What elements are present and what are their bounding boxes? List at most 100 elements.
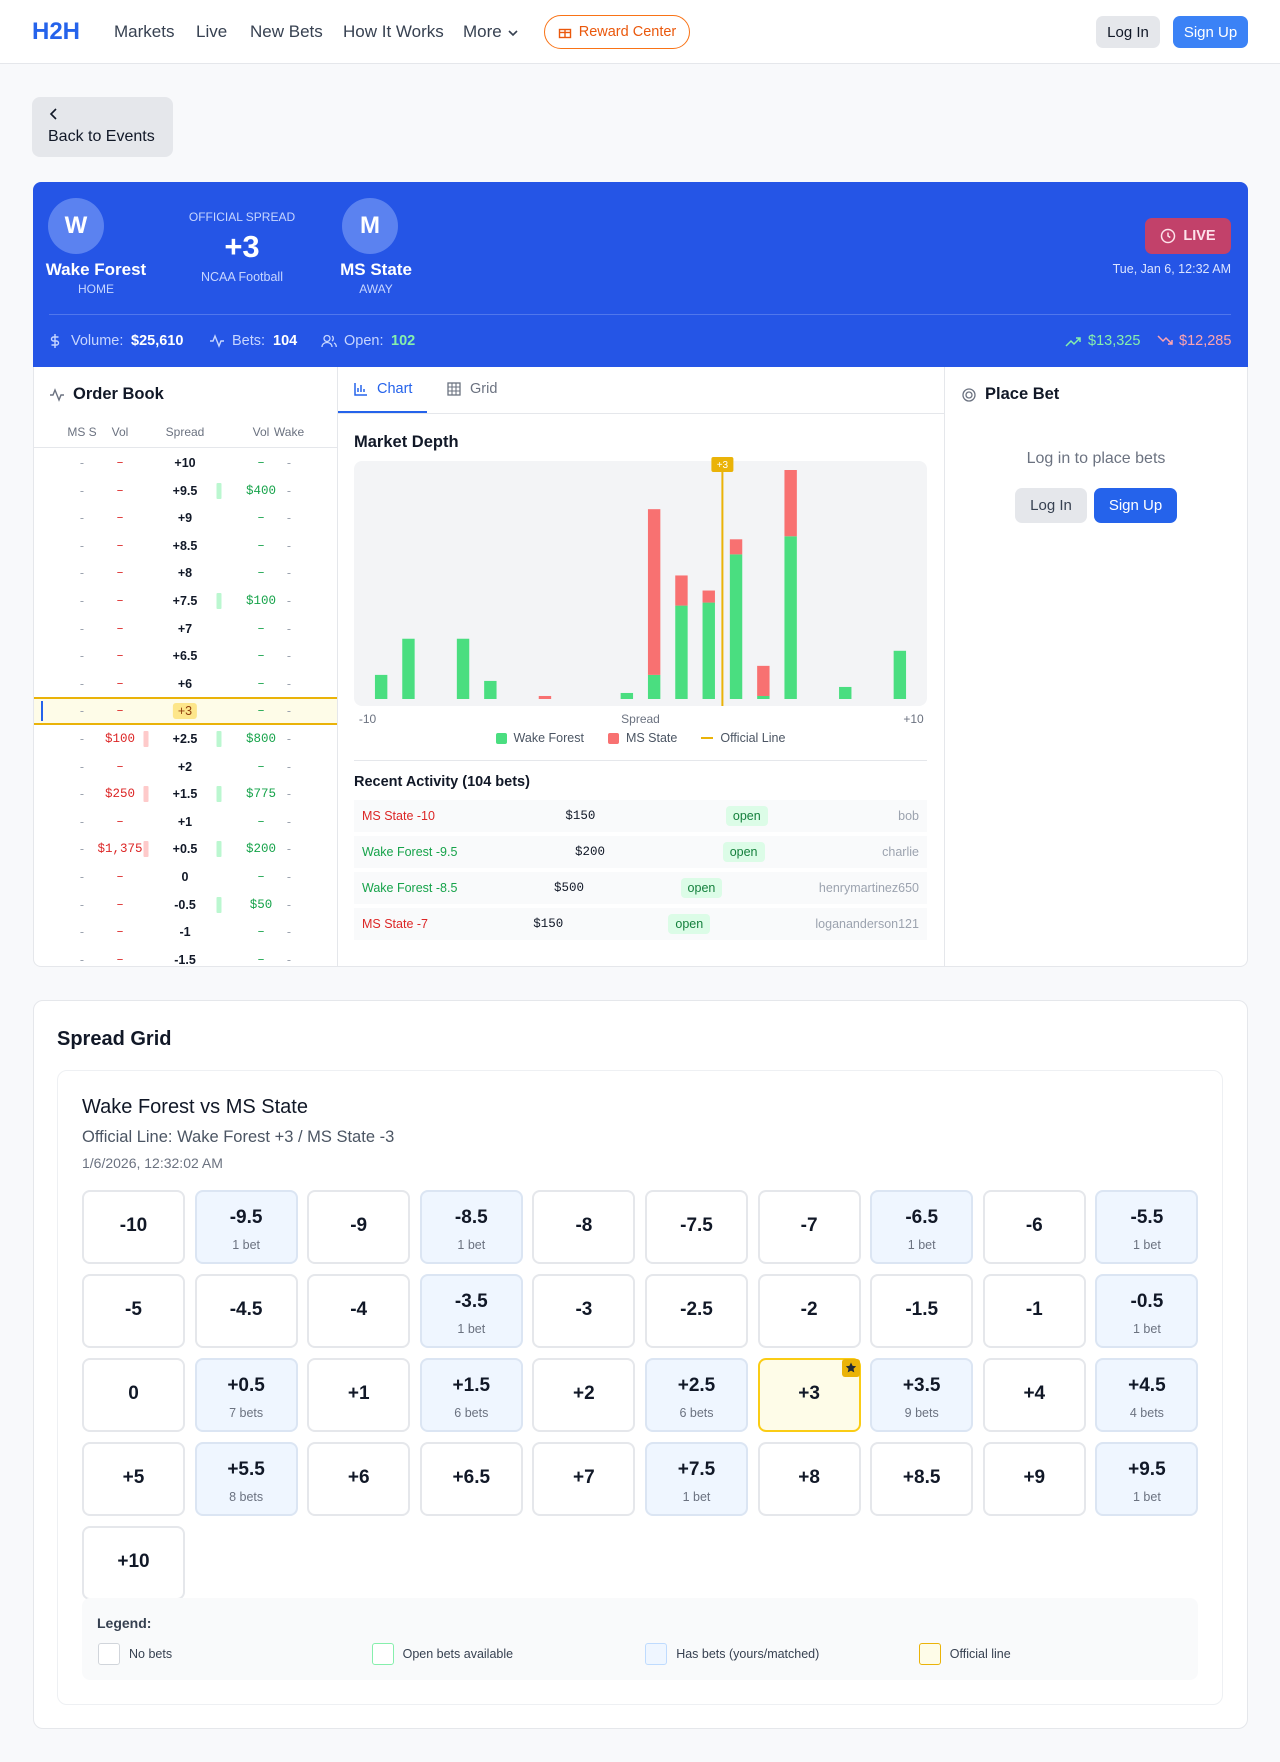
logo[interactable]: H2H	[32, 18, 81, 45]
cell-label: +8	[798, 1467, 820, 1488]
reward-button[interactable]: Reward Center	[544, 15, 690, 49]
spread-cell[interactable]: +0.5 7 bets	[194, 1358, 298, 1432]
spread-cell[interactable]: -7.5	[645, 1190, 748, 1264]
spread-grid-title: Spread Grid	[57, 1028, 172, 1050]
order-cell: –	[116, 649, 124, 664]
cell-label: +9	[1023, 1467, 1046, 1488]
bar	[647, 674, 661, 699]
spread-cell[interactable]: 0	[82, 1358, 185, 1432]
spread-cell[interactable]: -10	[82, 1190, 185, 1264]
spread-cell[interactable]: +1	[307, 1358, 411, 1432]
spread-cell[interactable]: -7	[757, 1190, 861, 1264]
order-cell: –	[116, 870, 124, 884]
spread-cell[interactable]: -0.5 1 bet	[1095, 1274, 1199, 1348]
spread-cell[interactable]: -4.5	[194, 1274, 298, 1348]
spread-cell[interactable]: -1.5	[870, 1274, 974, 1348]
spread-cell[interactable]: +3	[757, 1358, 861, 1432]
spread-cell[interactable]: -5	[82, 1274, 185, 1348]
spread-cell[interactable]: +9	[982, 1442, 1086, 1516]
order-cell: $50	[249, 897, 273, 912]
spread-cell[interactable]: -8	[532, 1190, 636, 1264]
bar	[757, 695, 770, 699]
back-button[interactable]: Back to Events	[32, 97, 173, 157]
league: NCAA Football	[201, 270, 283, 284]
spread-cell[interactable]: +5.5 8 bets	[194, 1442, 298, 1516]
legend-swatch	[701, 737, 714, 739]
spread-cell[interactable]: +7.5 1 bet	[645, 1442, 748, 1516]
spread-cell[interactable]: -3	[532, 1274, 636, 1348]
cell-label: +6.5	[452, 1467, 491, 1488]
cell-bets: 6 bets	[679, 1406, 714, 1420]
order-row: - – 0 – -	[34, 863, 337, 891]
spread-cell[interactable]: -8.5 1 bet	[419, 1190, 523, 1264]
spread-cell[interactable]: +1.5 6 bets	[419, 1358, 523, 1432]
order-cell: -	[79, 483, 85, 498]
column-header: Wake	[273, 425, 305, 439]
order-row: - – +7.5 $100-	[34, 587, 337, 615]
spread-cell[interactable]: +2	[532, 1358, 636, 1432]
order-cell: –	[257, 621, 265, 636]
spread-cell[interactable]: -3.5 1 bet	[419, 1274, 523, 1348]
spread-cell[interactable]: +9.5 1 bet	[1095, 1442, 1199, 1516]
spread-cell[interactable]: +3.5 9 bets	[870, 1358, 974, 1432]
nav-link[interactable]: More	[463, 22, 502, 41]
bar	[647, 509, 661, 675]
spread-cell[interactable]: -1	[982, 1274, 1086, 1348]
spread-cell[interactable]: -2	[757, 1274, 861, 1348]
clock-icon	[1161, 228, 1176, 244]
official-line-text: Official Line: Wake Forest +3 / MS State…	[82, 1128, 395, 1146]
order-cell: –	[257, 511, 265, 526]
legend-item: Official Line	[701, 731, 785, 745]
spread-cell[interactable]: +6	[307, 1442, 411, 1516]
order-cell: 0	[181, 870, 189, 884]
legend-label: Official line	[949, 1647, 1011, 1661]
tab[interactable]: Chart	[377, 381, 413, 397]
cell-label: +3.5	[902, 1375, 941, 1396]
login-button[interactable]: Log In	[1015, 488, 1087, 523]
spread-cell[interactable]: +6.5	[419, 1442, 523, 1516]
cell-label: -8.5	[454, 1207, 488, 1228]
spread-cell[interactable]: -4	[307, 1274, 411, 1348]
divider	[49, 314, 1231, 315]
nav-link[interactable]: How It Works	[343, 22, 444, 41]
live-badge: LIVE	[1145, 218, 1231, 254]
signup-button[interactable]: Sign Up	[1094, 488, 1177, 523]
spread-cell[interactable]: +10	[82, 1526, 185, 1600]
order-cell: +2	[177, 759, 193, 774]
order-cell: $400	[245, 483, 277, 498]
spread-cell[interactable]: +7	[532, 1442, 636, 1516]
timestamp: 1/6/2026, 12:32:02 AM	[82, 1155, 223, 1171]
nav-link[interactable]: Live	[196, 22, 228, 41]
spread-cell[interactable]: -9	[307, 1190, 411, 1264]
spread-cell[interactable]: +2.5 6 bets	[645, 1358, 748, 1432]
bets-value: 104	[273, 333, 298, 349]
login-button[interactable]: Log In	[1096, 16, 1160, 48]
order-row: - – -0.5 $50-	[34, 891, 337, 919]
signup-button[interactable]: Sign Up	[1173, 16, 1248, 48]
star-icon	[845, 1362, 856, 1373]
tab[interactable]: Grid	[470, 381, 498, 397]
spread-cell[interactable]: -9.5 1 bet	[194, 1190, 298, 1264]
spread-cell[interactable]: +8.5	[870, 1442, 974, 1516]
order-cell: –	[257, 870, 265, 884]
spread-cell[interactable]: -5.5 1 bet	[1095, 1190, 1199, 1264]
spread-cell[interactable]: +4	[982, 1358, 1086, 1432]
order-cell: +10	[174, 456, 196, 470]
legend-swatch	[495, 732, 507, 744]
order-cell: –	[257, 538, 265, 553]
cell-label: -7	[800, 1215, 818, 1236]
spread-cell[interactable]: +5	[82, 1442, 185, 1516]
official-spread: +3	[224, 229, 260, 264]
cell-label: +5.5	[227, 1459, 265, 1480]
bar	[675, 575, 688, 606]
nav-link[interactable]: New Bets	[250, 22, 323, 41]
spread-cell[interactable]: -6.5 1 bet	[870, 1190, 974, 1264]
cell-label: +7	[573, 1467, 595, 1488]
spread-cell[interactable]: -2.5	[645, 1274, 748, 1348]
order-cell: -	[79, 787, 85, 802]
nav-link[interactable]: Markets	[114, 22, 175, 41]
spread-cell[interactable]: +8	[757, 1442, 861, 1516]
spread-cell[interactable]: -6	[982, 1190, 1086, 1264]
spread-cell[interactable]: +4.5 4 bets	[1095, 1358, 1199, 1432]
order-row: - – +7 – -	[34, 615, 337, 643]
